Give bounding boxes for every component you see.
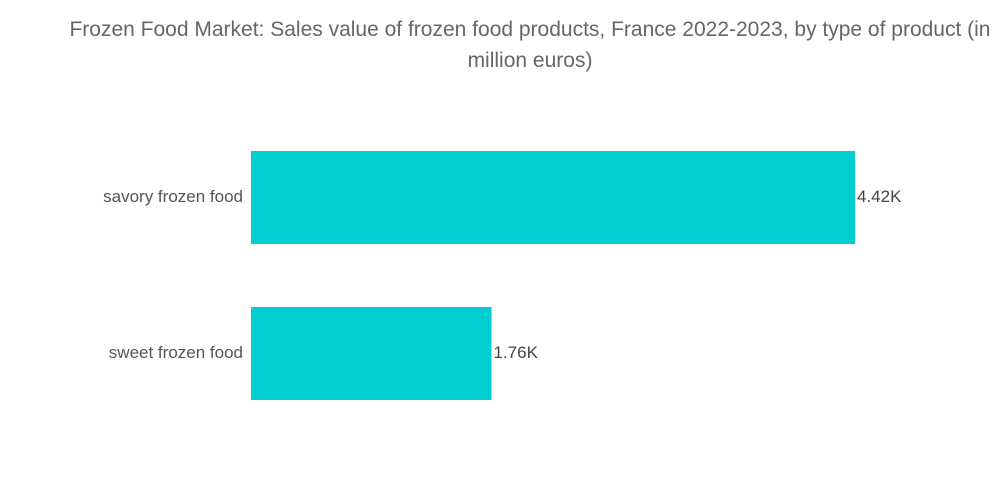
bar-sweet-frozen-food [251, 307, 492, 400]
category-label: sweet frozen food [109, 343, 243, 362]
bars-layer: savory frozen food 4.42K sweet frozen food… [103, 151, 902, 400]
bar-savory-frozen-food [251, 151, 855, 244]
value-label: 4.42K [857, 187, 902, 206]
chart-title: Frozen Food Market: Sales value of froze… [69, 18, 991, 72]
category-label: savory frozen food [103, 187, 243, 206]
value-label: 1.76K [494, 343, 539, 362]
